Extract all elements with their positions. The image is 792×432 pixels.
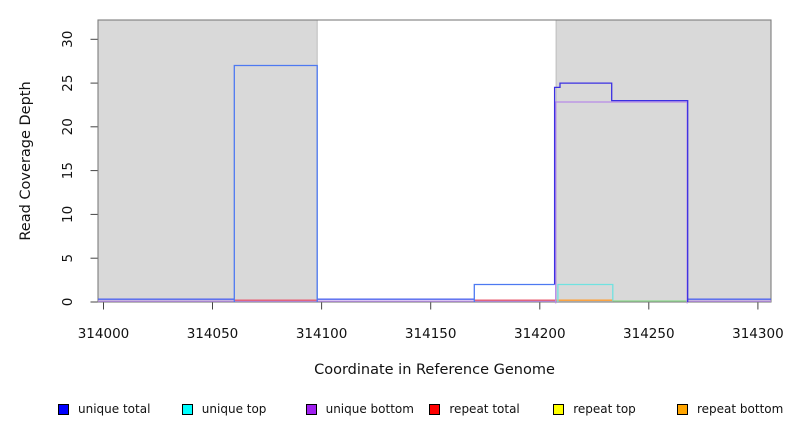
x-tick-label: 314000 [78,326,130,342]
series-line [473,283,555,302]
axis-ticks [90,38,759,310]
legend-label: repeat top [573,402,636,416]
x-tick-label: 314100 [296,326,348,342]
legend-label: unique bottom [325,402,414,416]
shaded-region [555,19,772,303]
shaded-region [97,19,318,303]
y-tick-label: 5 [60,254,76,263]
legend-swatch-repeat-top [553,403,565,415]
y-tick-label: 0 [60,298,76,307]
legend-item-unique-top: unique top [181,402,306,416]
y-axis-title: Read Coverage Depth [18,81,34,240]
y-tick-label: 25 [60,75,76,92]
x-tick-label: 314050 [187,326,239,342]
x-tick-label: 314150 [405,326,457,342]
series-lines [98,64,771,304]
legend-item-unique-total: unique total [58,402,182,416]
x-axis-title: Coordinate in Reference Genome [314,362,555,378]
legend-item-repeat-bottom: repeat bottom [676,402,792,416]
legend-swatch-unique-total [58,403,69,415]
legend-swatch-repeat-bottom [676,403,688,415]
x-tick-label: 314250 [623,326,675,342]
legend-item-unique-bottom: unique bottom [305,402,430,416]
shaded-regions [97,19,772,303]
legend-item-repeat-top: repeat top [553,402,677,416]
legend-swatch-repeat-total [429,403,441,415]
y-tick-label: 15 [60,162,76,179]
series-line [233,64,318,302]
x-tick-label: 314200 [514,326,566,342]
series-line [553,82,689,302]
legend-swatch-unique-top [181,403,193,415]
legend-label: repeat bottom [696,402,784,416]
legend-item-repeat-total: repeat total [429,402,553,416]
coverage-plot: 314000 314050 314100 314150 314200 31425… [18,19,784,378]
legend-swatch-unique-bottom [305,403,317,415]
y-tick-label: 30 [60,31,76,48]
legend-label: unique top [201,402,267,416]
legend: unique total unique top unique bottom re… [0,399,792,419]
y-tick-label: 20 [60,118,76,135]
legend-label: unique total [78,402,151,416]
y-tick-label: 10 [60,206,76,223]
series-line [557,283,614,302]
plot-box [97,19,772,303]
x-tick-label: 314300 [732,326,784,342]
legend-label: repeat total [449,402,520,416]
